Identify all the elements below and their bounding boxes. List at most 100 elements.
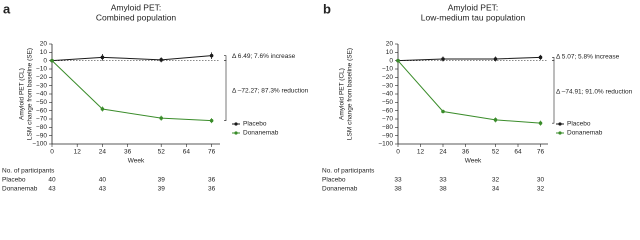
legend-marker xyxy=(234,122,238,126)
x-tick-label: 12 xyxy=(74,149,82,156)
y-tick-label: −90 xyxy=(382,132,393,139)
y-tick-label: −60 xyxy=(382,107,393,114)
x-tick-label: 36 xyxy=(124,149,132,156)
legend-marker xyxy=(558,131,562,135)
annotation: Δ 5.07; 5.8% increase xyxy=(556,54,620,61)
y-tick-label: −20 xyxy=(382,74,393,81)
y-axis-label: LSM change from baseline (SE) xyxy=(27,48,34,140)
participants-count: 38 xyxy=(394,186,402,193)
legend-marker xyxy=(558,122,562,126)
data-point xyxy=(493,118,498,122)
participants-count: 33 xyxy=(394,177,402,184)
data-point xyxy=(209,53,214,58)
participants-count: 34 xyxy=(492,186,500,193)
panel-label: a xyxy=(3,1,11,16)
y-tick-label: −40 xyxy=(36,91,47,98)
data-point xyxy=(538,121,543,125)
data-point xyxy=(209,118,214,123)
participants-count: 39 xyxy=(158,186,166,193)
x-tick-label: 64 xyxy=(183,149,191,156)
participants-title: No. of participants xyxy=(322,168,375,175)
participants-row-label: Donanemab xyxy=(322,186,358,193)
chart-title: Amyloid PET: xyxy=(111,2,162,12)
y-tick-label: −80 xyxy=(382,124,393,131)
y-tick-label: −20 xyxy=(36,74,47,81)
participants-count: 38 xyxy=(439,186,447,193)
data-point xyxy=(100,107,105,111)
x-tick-label: 0 xyxy=(396,149,400,156)
series-line xyxy=(397,60,541,124)
annotation: Δ 6.49; 7.6% increase xyxy=(232,53,296,60)
data-point xyxy=(538,55,543,60)
annotation: Δ –72.27; 87.3% reduction xyxy=(232,87,309,94)
legend-label: Donanemab xyxy=(243,130,279,137)
data-point xyxy=(441,109,445,114)
y-tick-label: −30 xyxy=(382,82,393,89)
x-tick-label: 24 xyxy=(439,149,447,156)
annotation-bracket xyxy=(224,55,227,61)
x-axis-label: Week xyxy=(128,158,145,165)
legend-label: Placebo xyxy=(567,121,591,128)
y-axis-label: Amyloid PET (CL) xyxy=(19,68,26,120)
x-tick-label: 76 xyxy=(537,149,545,156)
x-tick-label: 76 xyxy=(208,149,216,156)
participants-count: 39 xyxy=(158,177,166,184)
data-point xyxy=(441,57,445,61)
legend-marker xyxy=(234,131,238,135)
y-tick-label: −90 xyxy=(36,132,47,139)
y-axis-label: LSM change from baseline (SE) xyxy=(347,48,354,140)
participants-title: No. of participants xyxy=(2,168,55,175)
data-point xyxy=(159,58,163,62)
participants-count: 40 xyxy=(48,177,56,184)
participants-count: 40 xyxy=(99,177,107,184)
figure: a Amyloid PET:Combined populationAmyloid … xyxy=(2,1,633,193)
y-tick-label: −80 xyxy=(36,124,47,131)
x-tick-label: 52 xyxy=(158,149,166,156)
y-tick-label: 10 xyxy=(40,49,48,56)
series-line xyxy=(51,60,212,122)
data-point xyxy=(50,58,54,63)
chart-title: Low-medium tau population xyxy=(421,12,526,22)
x-tick-label: 52 xyxy=(492,149,500,156)
y-tick-label: −50 xyxy=(36,99,47,106)
participants-count: 36 xyxy=(208,186,216,193)
y-tick-label: −10 xyxy=(36,66,47,73)
x-tick-label: 24 xyxy=(99,149,107,156)
y-tick-label: −100 xyxy=(378,141,393,148)
participants-count: 32 xyxy=(492,177,500,184)
participants-count: 36 xyxy=(208,177,216,184)
x-tick-label: 12 xyxy=(417,149,425,156)
participants-count: 43 xyxy=(48,186,56,193)
y-tick-label: 0 xyxy=(389,57,393,64)
y-tick-label: 0 xyxy=(43,57,47,64)
annotation-bracket xyxy=(552,57,555,61)
annotation-bracket xyxy=(224,60,227,121)
participants-count: 32 xyxy=(537,186,545,193)
legend-label: Placebo xyxy=(243,121,267,128)
y-tick-label: −70 xyxy=(382,116,393,123)
panel-label: b xyxy=(323,1,331,16)
y-tick-label: −10 xyxy=(382,66,393,73)
x-tick-label: 64 xyxy=(514,149,522,156)
participants-count: 33 xyxy=(439,177,447,184)
y-tick-label: −30 xyxy=(36,82,47,89)
chart-title: Amyloid PET: xyxy=(448,2,499,12)
participants-row-label: Donanemab xyxy=(2,186,38,193)
data-point xyxy=(100,55,105,60)
annotation-bracket xyxy=(552,60,555,124)
y-tick-label: 10 xyxy=(386,49,394,56)
y-tick-label: −70 xyxy=(36,116,47,123)
x-tick-label: 0 xyxy=(50,149,54,156)
participants-count: 30 xyxy=(537,177,545,184)
y-tick-label: −60 xyxy=(36,107,47,114)
series-line xyxy=(51,55,212,62)
chart-title: Combined population xyxy=(96,12,177,22)
y-axis-label: Amyloid PET (CL) xyxy=(339,68,346,120)
series-line xyxy=(397,56,541,62)
x-axis-label: Week xyxy=(465,158,482,165)
legend-label: Donanemab xyxy=(567,130,603,137)
y-tick-label: 20 xyxy=(40,41,48,48)
y-tick-label: −100 xyxy=(32,141,47,148)
y-tick-label: 20 xyxy=(386,41,394,48)
data-point xyxy=(396,58,400,63)
